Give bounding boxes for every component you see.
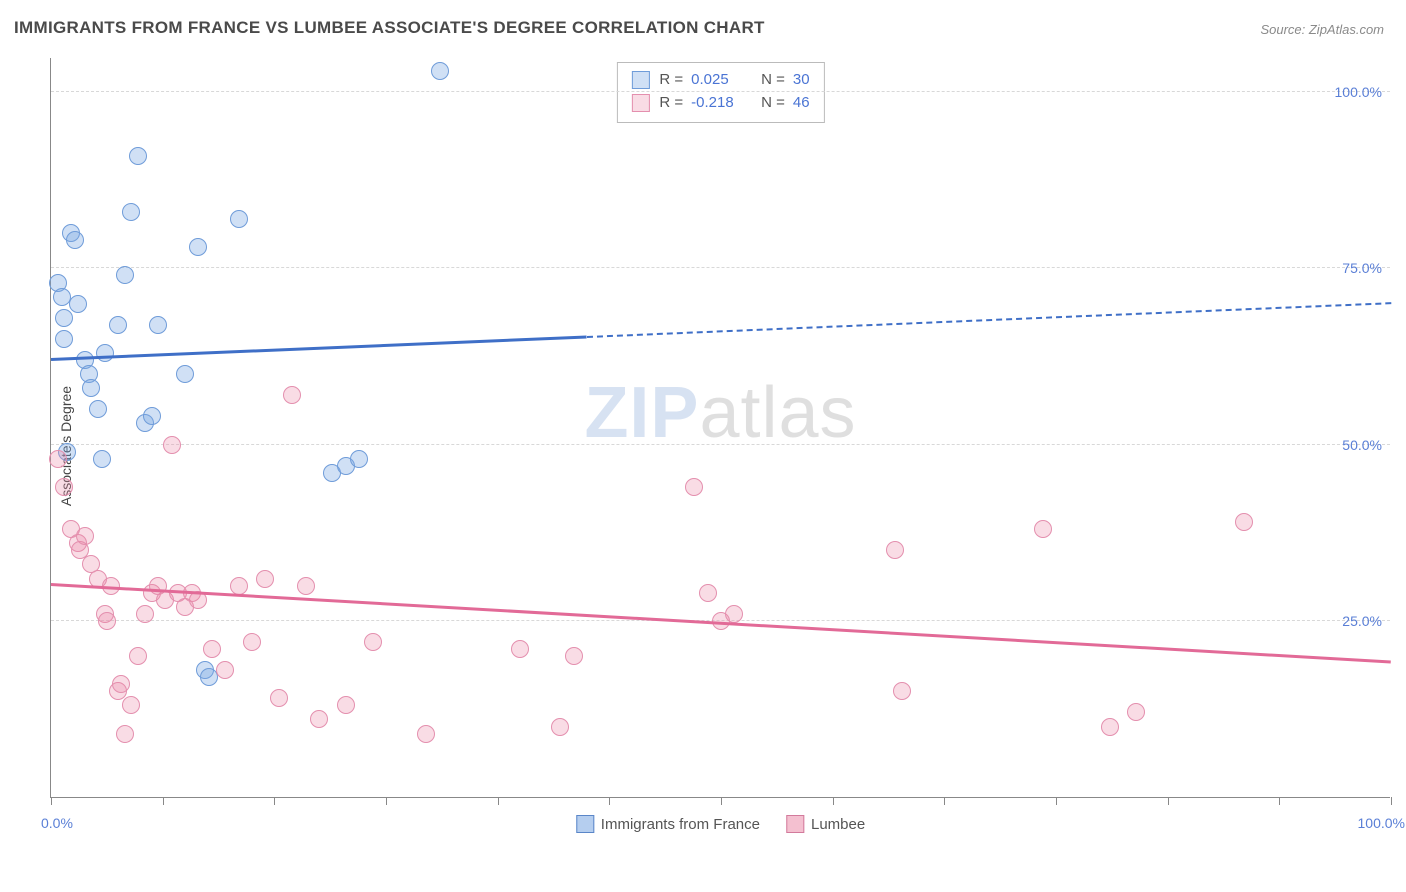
x-tick — [1279, 797, 1280, 805]
data-point — [417, 725, 435, 743]
legend-swatch-blue — [631, 71, 649, 89]
data-point — [364, 633, 382, 651]
data-point — [76, 527, 94, 545]
data-point — [1101, 718, 1119, 736]
data-point — [149, 316, 167, 334]
y-tick-label: 50.0% — [1327, 437, 1382, 453]
x-tick — [274, 797, 275, 805]
x-tick — [1168, 797, 1169, 805]
data-point — [96, 344, 114, 362]
data-point — [82, 379, 100, 397]
data-point — [431, 62, 449, 80]
x-tick — [163, 797, 164, 805]
data-point — [112, 675, 130, 693]
data-point — [511, 640, 529, 658]
trend-line — [587, 302, 1391, 338]
x-tick — [721, 797, 722, 805]
legend-swatch-pink — [631, 94, 649, 112]
data-point — [163, 436, 181, 454]
n-value-0: 30 — [793, 68, 810, 91]
source-attribution: Source: ZipAtlas.com — [1260, 22, 1384, 37]
data-point — [350, 450, 368, 468]
legend-row-series-1: R = -0.218 N = 46 — [631, 91, 809, 114]
scatter-plot-area: ZIPatlas R = 0.025 N = 30 R = -0.218 N =… — [50, 58, 1390, 798]
data-point — [189, 238, 207, 256]
data-point — [1127, 703, 1145, 721]
data-point — [89, 400, 107, 418]
chart-title: IMMIGRANTS FROM FRANCE VS LUMBEE ASSOCIA… — [14, 18, 765, 38]
legend-swatch-1 — [786, 815, 804, 833]
data-point — [203, 640, 221, 658]
data-point — [699, 584, 717, 602]
y-tick-label: 75.0% — [1327, 260, 1382, 276]
data-point — [49, 450, 67, 468]
x-tick — [498, 797, 499, 805]
data-point — [1235, 513, 1253, 531]
data-point — [893, 682, 911, 700]
legend-item-1: Lumbee — [786, 815, 865, 833]
trend-line — [51, 583, 1391, 663]
data-point — [143, 407, 161, 425]
data-point — [136, 605, 154, 623]
y-tick-label: 25.0% — [1327, 613, 1382, 629]
legend-swatch-0 — [576, 815, 594, 833]
data-point — [55, 309, 73, 327]
legend-label-0: Immigrants from France — [601, 816, 760, 833]
y-tick-label: 100.0% — [1327, 84, 1382, 100]
data-point — [256, 570, 274, 588]
data-point — [66, 231, 84, 249]
x-tick — [609, 797, 610, 805]
data-point — [685, 478, 703, 496]
data-point — [55, 330, 73, 348]
legend-item-0: Immigrants from France — [576, 815, 760, 833]
x-tick — [1056, 797, 1057, 805]
data-point — [283, 386, 301, 404]
data-point — [176, 365, 194, 383]
series-legend: Immigrants from France Lumbee — [576, 815, 865, 833]
data-point — [98, 612, 116, 630]
data-point — [129, 647, 147, 665]
gridline — [51, 444, 1390, 445]
r-value-1: -0.218 — [691, 91, 743, 114]
data-point — [886, 541, 904, 559]
data-point — [69, 295, 87, 313]
watermark: ZIPatlas — [584, 372, 856, 454]
data-point — [310, 710, 328, 728]
trend-line — [51, 335, 587, 360]
data-point — [297, 577, 315, 595]
data-point — [1034, 520, 1052, 538]
x-tick — [51, 797, 52, 805]
r-value-0: 0.025 — [691, 68, 743, 91]
data-point — [337, 696, 355, 714]
x-tick — [386, 797, 387, 805]
data-point — [55, 478, 73, 496]
data-point — [230, 577, 248, 595]
data-point — [122, 696, 140, 714]
legend-row-series-0: R = 0.025 N = 30 — [631, 68, 809, 91]
x-axis-min-label: 0.0% — [41, 815, 73, 831]
data-point — [116, 725, 134, 743]
data-point — [243, 633, 261, 651]
data-point — [230, 210, 248, 228]
data-point — [270, 689, 288, 707]
data-point — [725, 605, 743, 623]
x-axis-max-label: 100.0% — [1358, 815, 1405, 831]
gridline — [51, 91, 1390, 92]
x-tick — [833, 797, 834, 805]
data-point — [116, 266, 134, 284]
data-point — [129, 147, 147, 165]
correlation-legend: R = 0.025 N = 30 R = -0.218 N = 46 — [616, 62, 824, 123]
legend-label-1: Lumbee — [811, 816, 865, 833]
data-point — [109, 316, 127, 334]
data-point — [93, 450, 111, 468]
data-point — [565, 647, 583, 665]
data-point — [216, 661, 234, 679]
gridline — [51, 267, 1390, 268]
n-value-1: 46 — [793, 91, 810, 114]
data-point — [122, 203, 140, 221]
x-tick — [944, 797, 945, 805]
x-tick — [1391, 797, 1392, 805]
data-point — [551, 718, 569, 736]
